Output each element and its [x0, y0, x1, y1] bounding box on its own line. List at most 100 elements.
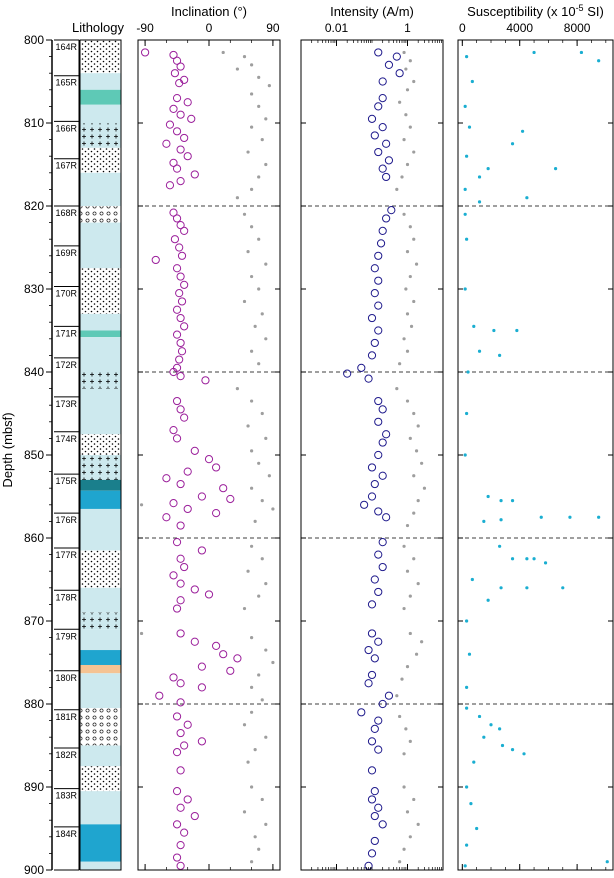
data-point — [175, 243, 184, 252]
lithology-unit — [80, 330, 121, 338]
lithology-unit — [80, 222, 121, 269]
data-point — [169, 499, 178, 508]
data-point — [382, 214, 391, 223]
log-panels: -90 0 90 Inclination (°) 0.01 1 Intensity (A/m… — [136, 3, 614, 871]
depth-tick-label: 850 — [24, 448, 44, 462]
data-point — [250, 636, 254, 640]
data-point — [382, 430, 391, 439]
lithology-unit — [80, 337, 121, 372]
data-point — [510, 748, 515, 752]
data-point — [267, 474, 271, 478]
data-point — [510, 142, 515, 146]
data-point — [175, 79, 184, 88]
data-point — [498, 353, 502, 357]
data-point — [260, 138, 264, 142]
data-point — [568, 515, 572, 519]
data-point — [190, 585, 199, 594]
data-point — [190, 637, 199, 646]
data-point — [463, 287, 467, 291]
data-point — [212, 508, 221, 518]
data-point — [357, 708, 366, 717]
data-point — [176, 728, 185, 738]
data-point — [233, 654, 242, 663]
data-point — [257, 237, 261, 241]
data-point — [499, 518, 503, 522]
data-point — [242, 55, 247, 59]
data-point — [414, 652, 419, 656]
data-point — [176, 521, 185, 530]
data-point — [367, 114, 377, 123]
lithology-unit — [80, 172, 121, 206]
core-label: 170R — [55, 289, 77, 299]
depth-tick-label: 860 — [24, 531, 44, 545]
data-point — [260, 312, 264, 316]
data-point — [172, 434, 182, 443]
data-point — [180, 741, 189, 750]
data-point — [176, 629, 185, 638]
data-point — [370, 575, 379, 584]
data-point — [414, 449, 419, 453]
data-point — [466, 370, 470, 374]
data-point — [405, 810, 410, 814]
data-point — [172, 538, 182, 547]
data-point — [139, 503, 144, 507]
data-point — [486, 167, 490, 171]
data-point — [470, 79, 474, 84]
lithology-unit — [80, 587, 121, 613]
lithology-unit — [80, 123, 121, 148]
data-point — [226, 494, 235, 504]
lithology-unit — [80, 824, 121, 862]
data-point — [395, 187, 399, 191]
data-point — [172, 712, 182, 721]
data-point — [482, 735, 486, 739]
data-point — [367, 670, 377, 680]
data-point — [405, 665, 410, 669]
data-point — [260, 557, 264, 561]
data-point — [382, 172, 391, 182]
data-point — [180, 322, 189, 331]
data-point — [467, 652, 472, 656]
data-point — [151, 255, 160, 265]
core-label: 178R — [55, 592, 77, 602]
data-point — [235, 196, 239, 200]
data-point — [242, 810, 247, 814]
data-point — [162, 513, 171, 522]
data-point — [367, 766, 377, 775]
data-point — [370, 654, 379, 663]
data-point — [155, 691, 164, 700]
data-point — [398, 100, 402, 104]
data-point — [257, 175, 261, 179]
data-point — [204, 455, 214, 464]
core-label: 171R — [55, 328, 77, 338]
data-point — [374, 745, 383, 754]
panel-intensity: 0.01 1 Intensity (A/m) — [300, 4, 444, 871]
data-point — [264, 822, 268, 826]
data-point — [176, 338, 185, 348]
data-point — [465, 154, 469, 158]
data-point — [190, 811, 199, 821]
data-point — [180, 133, 189, 143]
lithology-unit — [80, 104, 121, 123]
data-point — [370, 338, 379, 348]
data-point — [465, 685, 469, 690]
core-label: 182R — [55, 750, 77, 760]
lithology-unit — [80, 629, 121, 651]
data-point — [597, 515, 601, 519]
data-point — [367, 737, 377, 746]
data-point — [253, 835, 257, 839]
data-point — [374, 301, 383, 310]
data-point — [510, 499, 515, 503]
data-point — [176, 220, 185, 230]
data-point — [405, 162, 410, 167]
data-point — [400, 677, 404, 681]
panel-title: Inclination (°) — [171, 4, 247, 19]
panel-title: Intensity (A/m) — [330, 4, 414, 19]
data-point — [465, 843, 469, 847]
data-point — [180, 75, 189, 84]
data-point — [402, 544, 406, 548]
data-point — [402, 212, 406, 216]
data-point — [525, 586, 529, 590]
data-point — [367, 849, 377, 858]
data-point — [408, 739, 412, 743]
data-point — [260, 797, 264, 802]
